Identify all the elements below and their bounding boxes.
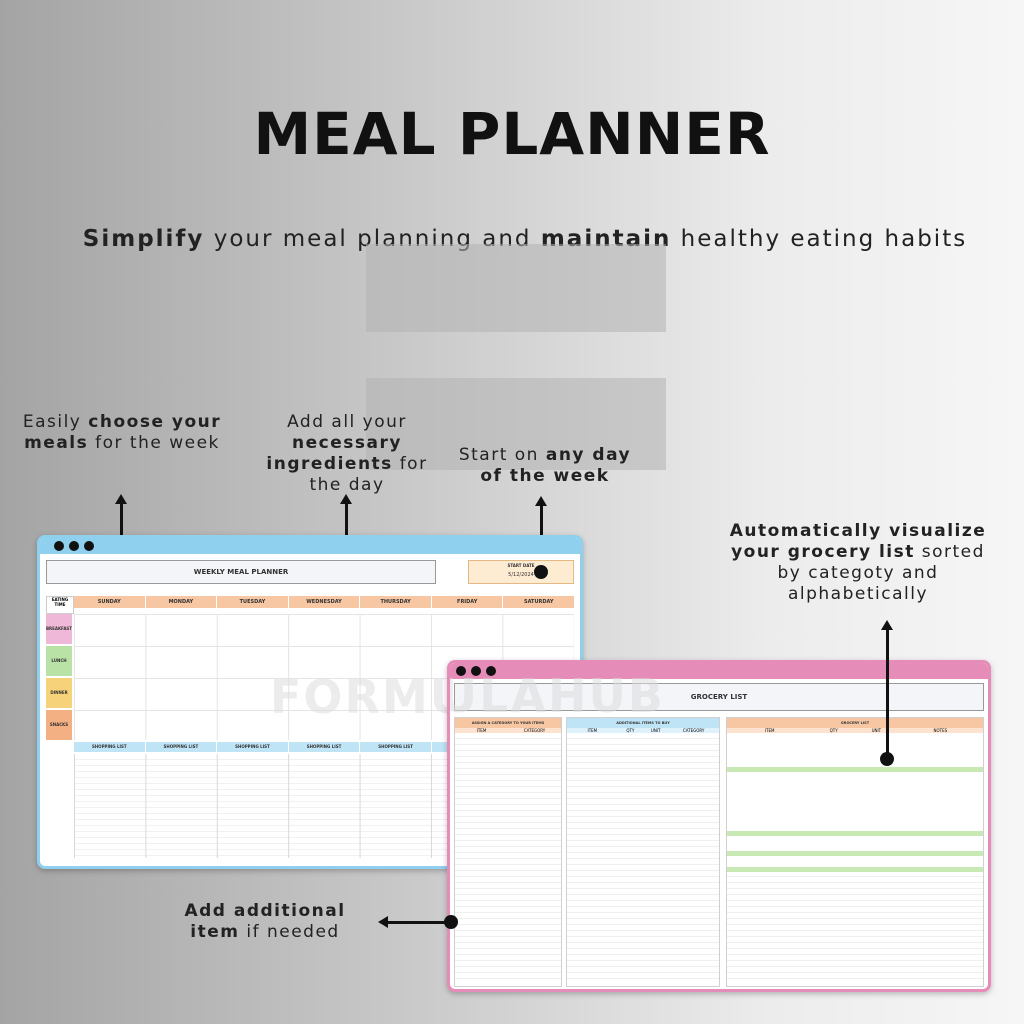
page-subtitle: Simplify your meal planning and maintain… [40, 226, 1010, 252]
watermark: FORMULAHUB [450, 669, 665, 723]
day-monday: MONDAY [145, 596, 218, 608]
arrow-grocery [881, 620, 893, 756]
arrow-additional-item [378, 916, 450, 928]
window-dot-icon [54, 541, 64, 551]
annotation-ingredients: Add all your necessary ingredients for t… [266, 412, 428, 495]
additional-items-columns: ITEM QTY UNIT CATEGORY [567, 728, 719, 733]
window-dot-icon [69, 541, 79, 551]
annotation-choose-meals: Easily choose your meals for the week [22, 412, 222, 453]
unit-column-header: UNIT [650, 728, 661, 733]
meal-dinner-label: DINNER [46, 678, 72, 708]
grocery-list-rows[interactable] [727, 733, 983, 983]
additional-items-table[interactable]: ADDITIONAL ITEMS TO BUY ITEM QTY UNIT CA… [566, 717, 720, 987]
subtitle-text-2: healthy eating habits [671, 226, 968, 252]
shopping-list-header: SHOPPING LIST [145, 742, 218, 752]
start-date-box: START DATE 5/12/2024 [468, 560, 574, 584]
grocery-list-table: GROCERY LIST ITEM QTY UNIT NOTES [726, 717, 984, 987]
background-block-1 [366, 244, 666, 332]
day-saturday: SATURDAY [503, 596, 575, 608]
qty-column-header: QTY [829, 728, 838, 733]
annotation-additional-item: Add additional item if needed [184, 901, 346, 942]
meal-lunch-label: LUNCH [46, 646, 72, 676]
shopping-list-header: SHOPPING LIST [217, 742, 289, 752]
window-dot-icon [456, 666, 466, 676]
start-date-value[interactable]: 5/12/2024 [508, 572, 534, 578]
day-wednesday: WEDNESDAY [288, 596, 361, 608]
day-tuesday: TUESDAY [217, 596, 289, 608]
shopping-list-header: SHOPPING LIST [360, 742, 432, 752]
day-headers: SUNDAY MONDAY TUESDAY WEDNESDAY THURSDAY… [74, 596, 575, 612]
category-column-header: CATEGORY [523, 728, 546, 733]
item-column-header: ITEM [476, 728, 487, 733]
annotation-start-day: Start on any day of the week [458, 445, 632, 486]
start-date-label: START DATE [507, 563, 535, 568]
window-dot-icon [486, 666, 496, 676]
unit-column-header: UNIT [871, 728, 882, 733]
additional-items-header: ADDITIONAL ITEMS TO BUY [567, 718, 719, 728]
category-column-header: CATEGORY [682, 728, 705, 733]
start-day-marker [534, 565, 548, 579]
meal-breakfast-label: BREAKFAST [46, 614, 72, 644]
item-column-header: ITEM [764, 728, 775, 733]
assign-category-table[interactable]: ASSIGN A CATEGORY TO YOUR ITEMS ITEM CAT… [454, 717, 562, 987]
grocery-list-header: GROCERY LIST [454, 683, 984, 711]
grocery-list-subheader: GROCERY LIST [727, 718, 983, 728]
shopping-list-header: SHOPPING LIST [288, 742, 361, 752]
qty-column-header: QTY [626, 728, 635, 733]
eating-time-label: EATING TIME [46, 596, 74, 614]
background-block-2 [366, 378, 666, 470]
page-title: MEAL PLANNER [253, 100, 771, 168]
additional-item-marker [444, 915, 458, 929]
weekly-planner-titlebar [40, 538, 580, 554]
day-sunday: SUNDAY [74, 596, 146, 608]
window-dot-icon [84, 541, 94, 551]
grocery-list-window: GROCERY LIST ASSIGN A CATEGORY TO YOUR I… [447, 660, 991, 992]
additional-items-rows[interactable] [567, 733, 719, 983]
annotation-grocery: Automatically visualize your grocery lis… [729, 521, 987, 604]
grocery-titlebar [450, 663, 988, 679]
subtitle-bold-1: Simplify [82, 226, 205, 252]
meal-snacks-label: SNACKS [46, 710, 72, 740]
notes-column-header: NOTES [933, 728, 948, 733]
item-column-header: ITEM [587, 728, 598, 733]
grocery-marker [880, 752, 894, 766]
window-dot-icon [471, 666, 481, 676]
day-thursday: THURSDAY [360, 596, 432, 608]
weekly-planner-header: WEEKLY MEAL PLANNER [46, 560, 436, 584]
assign-category-columns: ITEM CATEGORY [455, 728, 561, 733]
shopping-list-header: SHOPPING LIST [74, 742, 146, 752]
grocery-list-columns: ITEM QTY UNIT NOTES [727, 728, 983, 733]
assign-category-rows[interactable] [455, 733, 561, 983]
assign-category-header: ASSIGN A CATEGORY TO YOUR ITEMS [455, 718, 561, 728]
day-friday: FRIDAY [431, 596, 504, 608]
